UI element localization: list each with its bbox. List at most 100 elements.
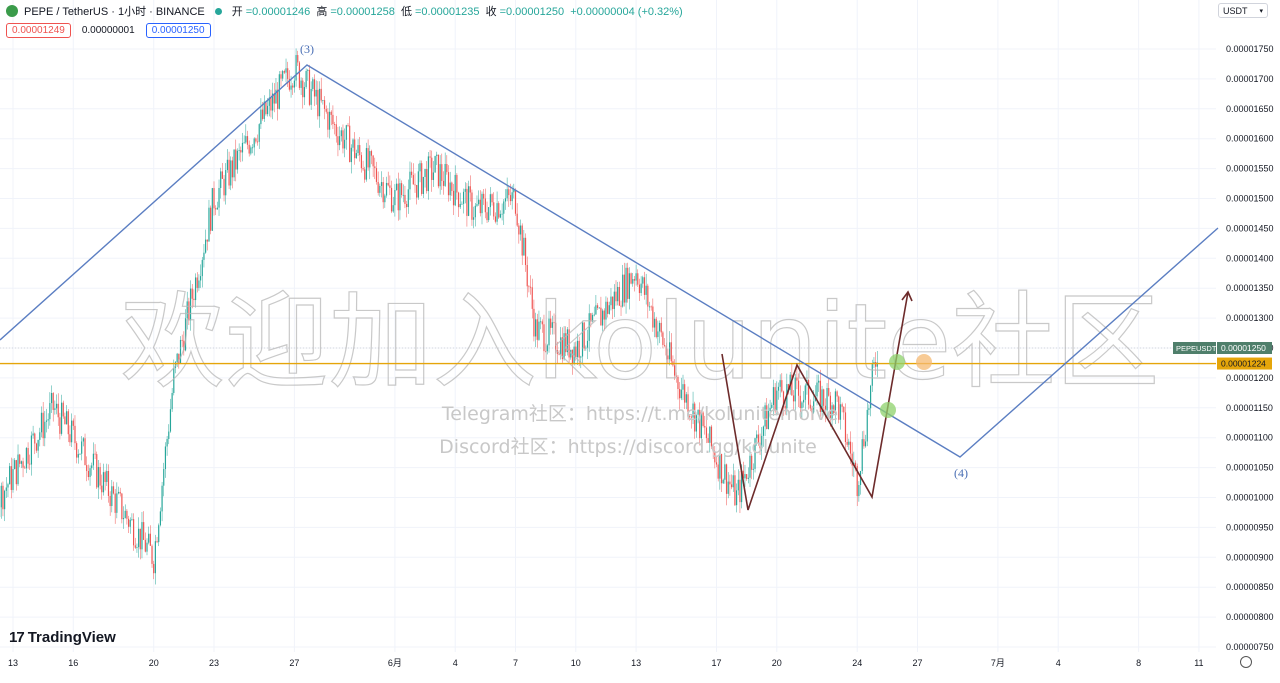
y-tick-label: 0.00001300 (1226, 313, 1274, 323)
candle-body (459, 203, 461, 208)
candle-body (588, 313, 590, 341)
candle-body (620, 305, 622, 307)
candle-body (49, 403, 51, 420)
symbol-title[interactable]: PEPE / TetherUS · 1小时 · BINANCE (24, 6, 205, 18)
candle-body (493, 202, 495, 217)
candle-body (875, 362, 877, 367)
candle-body (119, 491, 121, 494)
candle-body (488, 207, 490, 221)
candle-body (67, 411, 69, 435)
candle-body (625, 267, 627, 303)
sell-price-button[interactable]: 0.00001249 (6, 23, 71, 38)
candle-body (401, 183, 403, 195)
candle-body (524, 237, 527, 266)
candle-body (824, 405, 826, 411)
candle-body (823, 389, 825, 406)
candle-body (652, 306, 654, 328)
candle-body (424, 169, 426, 177)
candle-body (117, 491, 120, 494)
y-tick-label: 0.00001500 (1226, 194, 1274, 204)
candle-body (206, 239, 208, 242)
buy-price-button[interactable]: 0.00001250 (145, 23, 211, 38)
candle-body (854, 462, 857, 466)
chart-grid (0, 0, 1216, 652)
candle-body (126, 510, 128, 519)
candle-body (792, 395, 795, 402)
candle-body (116, 493, 118, 513)
candle-body (382, 182, 384, 203)
candle-body (541, 321, 543, 325)
candle-body (486, 212, 488, 221)
candle-body (436, 154, 438, 157)
candle-body (184, 318, 187, 351)
candle-body (277, 89, 279, 109)
candle-body (630, 273, 632, 284)
candle-body (395, 183, 398, 191)
candle-body (399, 183, 401, 211)
candle-body (131, 519, 133, 520)
candle-body (600, 307, 602, 326)
tradingview-logo[interactable]: 17 TradingView (9, 629, 116, 646)
candle-body (456, 174, 458, 193)
candle-body (613, 291, 615, 310)
candle-body (25, 448, 27, 469)
candle-body (71, 420, 73, 443)
candle-body (164, 446, 167, 470)
candle-body (20, 461, 22, 464)
candle-body (794, 377, 796, 402)
currency-select[interactable]: USDT ▾ (1218, 3, 1268, 18)
candle-body (560, 337, 562, 355)
candle-body (704, 425, 706, 428)
gear-icon[interactable] (1240, 656, 1252, 668)
candle-body (543, 324, 545, 352)
candle-body (513, 189, 515, 193)
symbol-tag-label: PEPEUSDT (1176, 344, 1217, 353)
x-tick-label: 6月 (388, 658, 402, 668)
candle-body (834, 391, 837, 414)
candle-body (173, 367, 175, 393)
candle-body (529, 286, 532, 288)
candle-body (12, 469, 14, 490)
candle-body (431, 157, 433, 180)
candle-body (447, 172, 450, 196)
candle-body (122, 517, 125, 520)
candle-body (298, 62, 301, 88)
candle-body (710, 426, 713, 447)
candle-body (643, 277, 646, 295)
candle-body (285, 68, 287, 73)
spread-value: 0.00000001 (76, 24, 140, 37)
candle-body (188, 301, 190, 321)
candle-body (679, 389, 681, 399)
candle-body (134, 545, 136, 548)
candle-body (752, 468, 754, 470)
candle-body (59, 417, 61, 434)
candle-body (149, 533, 151, 546)
candle-body (392, 205, 394, 212)
candle-body (449, 182, 451, 196)
candle-body (801, 402, 803, 409)
candle-body (546, 345, 548, 352)
y-tick-label: 0.00001650 (1226, 104, 1274, 114)
candle-body (106, 470, 108, 482)
candle-body (511, 192, 513, 202)
candle-body (359, 145, 361, 156)
candle-body (787, 384, 790, 390)
candle-body (265, 101, 267, 115)
candle-body (689, 415, 691, 417)
y-tick-label: 0.00001050 (1226, 463, 1274, 473)
candle-body (287, 68, 289, 79)
candle-body (715, 462, 718, 465)
y-tick-label: 0.00001150 (1226, 403, 1273, 413)
zigzag-pattern-line (721, 291, 909, 511)
candle-body (446, 164, 448, 173)
candle-body (653, 318, 656, 328)
candle-body (250, 147, 252, 154)
candle-body (146, 542, 148, 552)
candle-body (556, 350, 558, 354)
candle-body (221, 171, 223, 179)
candle-body (809, 404, 811, 409)
candle-body (5, 487, 7, 491)
candle-body (273, 93, 275, 104)
candle-body (489, 194, 491, 208)
